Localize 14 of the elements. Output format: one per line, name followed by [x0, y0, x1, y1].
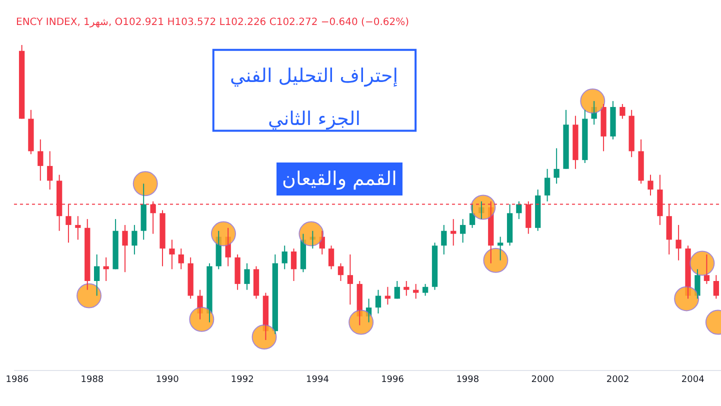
x-tick-label: 1990 [156, 374, 180, 385]
x-tick-label: 2004 [681, 374, 705, 385]
text: ENCY INDEX, 1شهر, O102.921 H103.572 L102.226 C102.272 −0.640 (−0.62%) [16, 17, 410, 28]
x-tick-label: 1998 [456, 374, 480, 385]
x-tick-label: 1994 [306, 374, 330, 385]
x-tick-label: 2002 [606, 374, 630, 385]
x-tick-label: 1988 [80, 374, 104, 385]
x-tick-label: 1986 [6, 374, 29, 385]
text: الجزء الثاني [268, 108, 361, 130]
text: إحتراف التحليل الفني [230, 65, 398, 87]
x-tick-label: 1996 [381, 374, 404, 385]
x-tick-label: 2000 [531, 374, 554, 385]
annotation: القمم والقيعان [282, 168, 397, 190]
x-tick-label: 1992 [230, 374, 254, 385]
